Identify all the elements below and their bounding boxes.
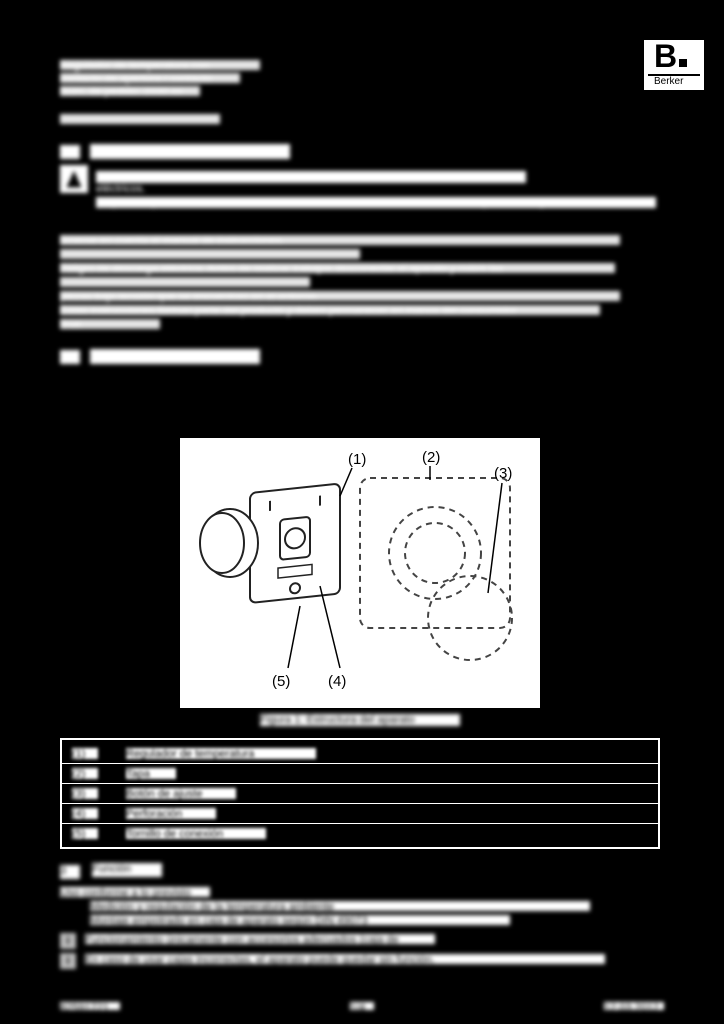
subsection-heading: Uso conforme a lo previsto (60, 887, 210, 897)
legend-row: (2) Tapa (62, 764, 658, 784)
info-note: Funcionamiento únicamente con accesorios… (85, 934, 435, 944)
legend-num: (2) (72, 768, 98, 779)
legend-row: (3) Botón de ajuste (62, 784, 658, 804)
para-line (60, 249, 360, 259)
section-number: 3 (60, 865, 80, 879)
device-diagram: (1) (2) (3) (4) (5) Figura 1: Estructura… (60, 438, 660, 726)
header-line: Núm. de pedido: 2030 xx (60, 86, 200, 96)
info-icon: i (60, 953, 76, 969)
legend-num: (1) (72, 748, 98, 759)
para-line: tenerse en cuenta el manual de instrucci… (60, 235, 620, 245)
header-line: Regulador de temperatura con (60, 60, 260, 70)
warning-line: Se pueden producir lesiones, incendios o… (96, 197, 656, 208)
legend-label: Tapa (126, 768, 176, 779)
legend-label: Tornillo de conexión (126, 828, 266, 839)
list-item: Montaje empotrado en caja de aparato seg… (90, 915, 510, 925)
callout-label: (3) (494, 465, 512, 482)
diagram-image: (1) (2) (3) (4) (5) (180, 438, 540, 708)
section-heading: Función (92, 863, 162, 877)
page-footer: 82591721 1/4 12.03.2012 (60, 1002, 664, 1010)
warning-heading: Sólo las personas cualificadas eléctrica… (96, 171, 526, 183)
legend-row: (1) Regulador de temperatura (62, 744, 658, 764)
legend-label: Botón de ajuste (126, 788, 236, 799)
para-line: Estas instrucciones forman parte del pro… (60, 305, 600, 315)
section-title: 3 Función (60, 863, 660, 881)
legend-table: (1) Regulador de temperatura (2) Tapa (3… (60, 738, 660, 849)
legend-label: Regulador de temperatura (126, 748, 316, 759)
para-line (60, 277, 310, 287)
section-number: 1 (60, 145, 80, 159)
legend-label: Perforación (126, 808, 216, 819)
legend-num: (4) (72, 808, 98, 819)
warning-row-2: Se pueden producir lesiones, incendios o… (60, 197, 660, 225)
section-title: 2 Estructura del aparato (60, 349, 660, 364)
callout-label: (2) (422, 449, 440, 466)
para-line: final. (60, 319, 160, 329)
info-note: En caso de usar cajas incorrectas, el ap… (85, 954, 605, 964)
para-line: piezas bajo tensión que se encuentren en… (60, 291, 620, 301)
legend-num: (3) (72, 788, 98, 799)
footer-page-number: 1/4 (350, 1002, 374, 1010)
legend-row: (4) Perforación (62, 804, 658, 824)
safety-paragraphs: tenerse en cuenta el manual de instrucci… (60, 235, 660, 329)
section-heading: Indicaciones de seguridad (90, 144, 290, 159)
section-number: 2 (60, 350, 80, 364)
document-header: Regulador de temperatura con contacto de… (60, 60, 660, 96)
callout-label: (4) (328, 673, 346, 690)
section-heading: Estructura del aparato (90, 349, 260, 364)
legend-row: (5) Tornillo de conexión (62, 824, 658, 843)
header-line: contacto de apertura / contacto (60, 73, 240, 83)
section-function: 3 Función Uso conforme a lo previsto Med… (60, 863, 660, 969)
callout-label: (5) (272, 673, 290, 690)
diagram-caption: Figura 1: Estructura del aparato (260, 714, 460, 726)
section-title: 1 Indicaciones de seguridad (60, 144, 660, 159)
shock-hazard-icon (60, 165, 88, 193)
legend-num: (5) (72, 828, 98, 839)
para-line: Peligro de descarga eléctrica. Antes de … (60, 263, 615, 273)
footer-left: 82591721 (60, 1002, 120, 1010)
footer-right: 12.03.2012 (604, 1002, 664, 1010)
document-page: B Berker Regulador de temperatura con co… (0, 0, 724, 1024)
subheader (60, 114, 220, 124)
callout-label: (1) (348, 451, 366, 468)
list-item: Medición y regulación de la temperatura … (90, 901, 590, 911)
section-structure: 2 Estructura del aparato (60, 349, 660, 364)
section-safety: 1 Indicaciones de seguridad Sólo las per… (60, 144, 660, 329)
page-content: Regulador de temperatura con contacto de… (60, 60, 660, 370)
warning-row: Sólo las personas cualificadas eléctrica… (60, 165, 660, 193)
info-icon: i (60, 933, 76, 949)
